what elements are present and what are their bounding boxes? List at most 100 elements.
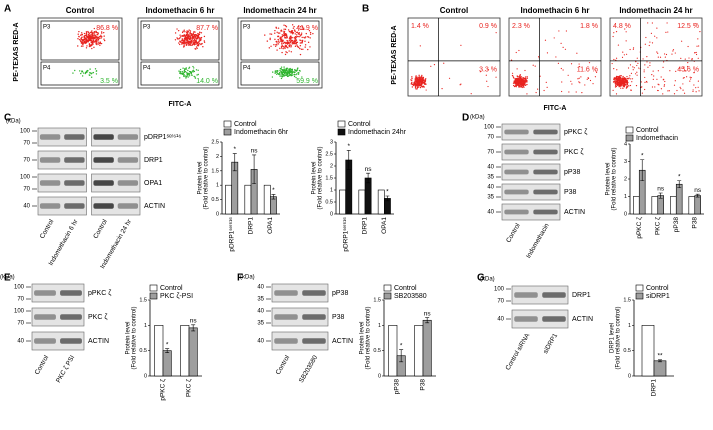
event-dot [287, 47, 289, 49]
event-dot [289, 67, 291, 70]
event-dot [100, 36, 103, 38]
event-dot [294, 30, 296, 33]
event-dot [595, 70, 597, 72]
event-dot [276, 42, 278, 44]
event-dot [289, 44, 291, 46]
event-dot [643, 69, 645, 71]
blot-strip [91, 150, 141, 170]
percent: 41.9 % [296, 25, 318, 32]
x-tick-label: PKC ζ [654, 217, 661, 235]
event-dot [416, 78, 418, 81]
event-dot [276, 49, 278, 51]
event-dot [612, 81, 615, 83]
event-dot [93, 31, 96, 33]
event-dot [281, 39, 283, 42]
event-dot [93, 32, 96, 34]
event-dot [616, 69, 618, 71]
event-dot [281, 34, 283, 36]
event-dot [620, 74, 622, 77]
event-dot [653, 75, 655, 77]
event-dot [487, 69, 490, 71]
event-dot [187, 69, 189, 72]
event-dot [613, 58, 615, 61]
blot-band [64, 157, 85, 163]
event-dot [283, 41, 286, 44]
event-dot [642, 58, 644, 60]
event-dot [82, 43, 84, 46]
event-dot [623, 80, 625, 82]
event-dot [526, 77, 528, 80]
event-dot [304, 46, 306, 48]
event-dot [523, 83, 525, 86]
event-dot [280, 41, 283, 43]
blot-band [542, 292, 566, 298]
event-dot [305, 32, 307, 35]
lane-label: Control [505, 222, 522, 244]
event-dot [522, 79, 524, 81]
event-dot [85, 34, 88, 36]
plot-frame [37, 17, 123, 89]
event-dot [80, 38, 82, 41]
event-dot [421, 84, 423, 86]
marker-label: 70 [487, 150, 494, 156]
blot-band [93, 180, 114, 186]
event-dot [688, 57, 690, 59]
event-dot [307, 36, 309, 38]
event-dot [288, 74, 291, 77]
protein-label: pDRP1ˢᵉʳ⁶¹⁶ [144, 134, 181, 141]
event-dot [294, 45, 297, 47]
event-dot [280, 72, 283, 74]
blot-strip [37, 127, 87, 147]
plot-frame [137, 17, 223, 89]
event-dot [91, 72, 93, 74]
event-dot [570, 63, 573, 65]
event-dot [518, 81, 520, 83]
event-dot [539, 75, 541, 77]
bar [244, 184, 252, 215]
event-dot [673, 93, 676, 95]
event-dot [103, 39, 106, 42]
event-dot [309, 37, 311, 39]
event-dot [564, 48, 567, 50]
event-dot [416, 77, 419, 80]
bar [388, 325, 398, 377]
event-dot [81, 70, 84, 73]
event-dot [91, 35, 94, 37]
event-dot [618, 79, 620, 82]
significance: * [678, 173, 681, 180]
event-dot [309, 33, 312, 36]
event-dot [81, 33, 83, 36]
blot-band [504, 209, 529, 215]
protein-label: pP38 [564, 169, 580, 176]
event-dot [277, 43, 280, 45]
bar [339, 189, 346, 215]
event-dot [285, 74, 287, 76]
event-dot [81, 32, 83, 34]
event-dot [616, 80, 619, 82]
event-dot [495, 32, 497, 34]
event-dot [288, 39, 290, 42]
event-dot [652, 78, 654, 81]
event-dot [615, 93, 618, 95]
event-dot [526, 79, 528, 82]
event-dot [284, 53, 287, 56]
protein-label: PKC ζ [88, 314, 107, 321]
event-dot [290, 46, 292, 48]
blot-strip [37, 150, 87, 170]
event-dot [570, 80, 572, 82]
event-dot [624, 84, 627, 86]
blot-band [302, 290, 326, 296]
event-dot [193, 75, 195, 78]
blot-band [274, 290, 298, 296]
unit-label: (kDa) [470, 115, 485, 121]
percent: 45.6 % [677, 67, 699, 74]
event-dot [85, 47, 88, 49]
event-dot [281, 35, 284, 38]
event-dot [652, 70, 654, 72]
event-dot [276, 73, 278, 76]
event-dot [615, 31, 618, 33]
event-dot [100, 37, 102, 39]
blot-band [117, 134, 139, 140]
event-dot [636, 64, 638, 67]
event-dot [72, 72, 74, 74]
